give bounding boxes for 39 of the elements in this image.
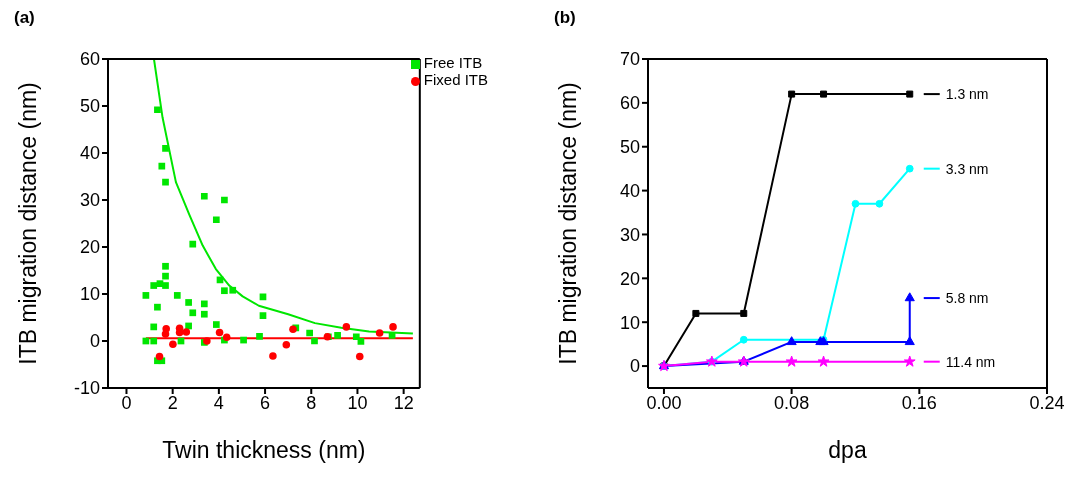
x-tick-label: 4 xyxy=(213,392,224,413)
legend-label: Fixed ITB xyxy=(423,71,488,88)
legend-label: 11.4 nm xyxy=(945,353,996,370)
legend-label: Free ITB xyxy=(423,54,483,71)
x-tick-label: 0.16 xyxy=(901,392,937,413)
x-tick-label: 0 xyxy=(121,392,132,413)
legend-label: 5.8 nm xyxy=(945,289,989,306)
x-tick-label: 0.08 xyxy=(774,392,810,413)
y-tick-label: 10 xyxy=(619,312,640,333)
y-tick-label: 40 xyxy=(79,143,100,164)
legend-label: 3.3 nm xyxy=(945,160,989,177)
legend-label: 1.3 nm xyxy=(945,85,989,102)
y-tick-label: 30 xyxy=(79,190,100,211)
y-tick-label: 70 xyxy=(619,49,640,70)
y-tick-label: -10 xyxy=(73,378,100,399)
x-tick-label: 10 xyxy=(347,392,368,413)
x-tick-label: 12 xyxy=(393,392,414,413)
chart-title: (a) xyxy=(13,8,36,29)
y-tick-label: 30 xyxy=(619,224,640,245)
y-axis-title: ITB migration distance (nm) xyxy=(15,82,42,365)
y-tick-label: 0 xyxy=(89,331,100,352)
y-tick-label: 10 xyxy=(79,284,100,305)
x-tick-label: 8 xyxy=(306,392,317,413)
x-tick-label: 2 xyxy=(167,392,178,413)
y-tick-label: 20 xyxy=(619,268,640,289)
y-tick-label: 20 xyxy=(79,237,100,258)
y-tick-label: 60 xyxy=(619,93,640,114)
x-axis-title: Twin thickness (nm) xyxy=(162,437,366,463)
y-tick-label: 50 xyxy=(619,137,640,158)
x-tick-label: 0.00 xyxy=(646,392,682,413)
y-tick-label: 60 xyxy=(79,49,100,70)
chart-title: (b) xyxy=(553,8,577,29)
y-tick-label: 40 xyxy=(619,180,640,201)
y-tick-label: 0 xyxy=(629,356,640,377)
x-tick-label: 6 xyxy=(260,392,271,413)
x-tick-label: 0.24 xyxy=(1029,392,1065,413)
y-tick-label: 50 xyxy=(79,96,100,117)
x-axis-title: dpa xyxy=(828,437,867,463)
y-axis-title: ITB migration distance (nm) xyxy=(555,82,582,365)
